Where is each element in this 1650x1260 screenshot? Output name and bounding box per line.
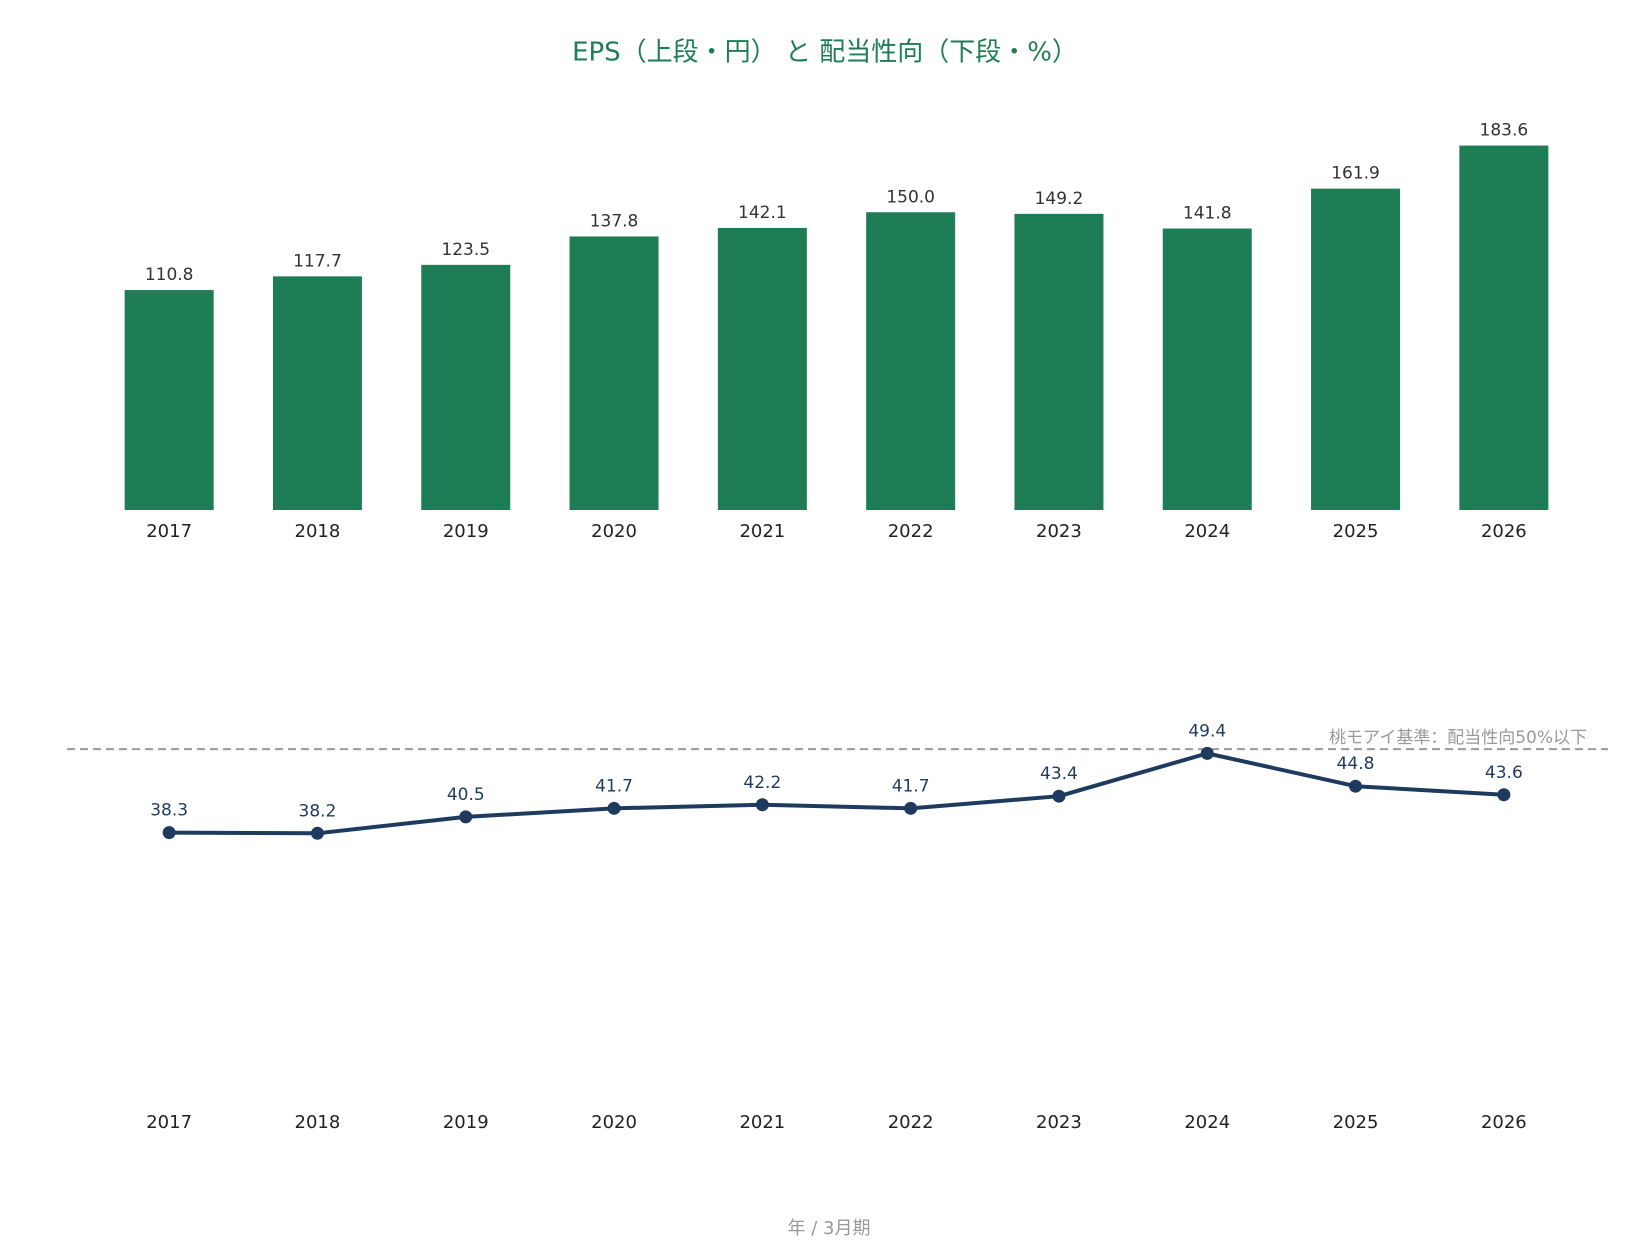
point <box>904 801 918 815</box>
x-tick-label: 2019 <box>443 521 489 542</box>
reference-label: 桃モアイ基準：配当性向50%以下 <box>1329 728 1587 748</box>
value-label: 40.5 <box>447 785 485 805</box>
value-label: 183.6 <box>1480 121 1529 141</box>
x-tick-label: 2024 <box>1184 521 1230 542</box>
value-label: 49.4 <box>1188 721 1226 741</box>
value-label: 149.2 <box>1035 189 1084 209</box>
x-tick-label: 2020 <box>591 1112 637 1133</box>
x-tick-label: 2023 <box>1036 521 1082 542</box>
value-label: 41.7 <box>892 776 930 796</box>
x-tick-label: 2025 <box>1333 1112 1379 1133</box>
point <box>310 826 324 840</box>
value-label: 123.5 <box>441 240 490 260</box>
bar <box>1162 228 1252 511</box>
x-tick-label: 2022 <box>888 1112 934 1133</box>
point <box>1497 788 1511 802</box>
point <box>162 826 176 840</box>
point <box>607 801 621 815</box>
value-label: 150.0 <box>886 187 935 207</box>
value-label: 43.6 <box>1485 763 1523 783</box>
x-tick-label: 2025 <box>1333 521 1379 542</box>
bar <box>421 264 511 510</box>
value-label: 141.8 <box>1183 204 1232 224</box>
point <box>1200 746 1214 760</box>
bar <box>272 276 362 510</box>
x-axis-label: 年 / 3月期 <box>788 1218 871 1239</box>
x-tick-label: 2024 <box>1184 1112 1230 1133</box>
value-label: 117.7 <box>293 251 342 271</box>
bar <box>1014 213 1104 510</box>
value-label: 42.2 <box>743 773 781 793</box>
x-tick-label: 2023 <box>1036 1112 1082 1133</box>
bar <box>569 236 659 511</box>
x-tick-label: 2022 <box>888 521 934 542</box>
value-label: 137.8 <box>590 211 639 231</box>
point <box>1349 779 1363 793</box>
line <box>169 751 1504 836</box>
x-tick-label: 2019 <box>443 1112 489 1133</box>
x-tick-label: 2017 <box>146 1112 192 1133</box>
bar <box>124 290 214 510</box>
value-label: 142.1 <box>738 203 787 223</box>
x-tick-label: 2018 <box>295 521 341 542</box>
value-label: 38.3 <box>150 801 188 821</box>
point <box>1052 789 1066 803</box>
bar <box>866 212 956 510</box>
value-label: 161.9 <box>1331 164 1380 184</box>
x-tick-label: 2026 <box>1481 521 1527 542</box>
x-tick-label: 2026 <box>1481 1112 1527 1133</box>
value-label: 110.8 <box>145 265 194 285</box>
bar <box>1459 145 1549 510</box>
chart-title: EPS（上段・円） と 配当性向（下段・%） <box>572 38 1078 68</box>
value-label: 41.7 <box>595 776 633 796</box>
bar <box>1311 188 1401 511</box>
value-label: 38.2 <box>299 801 337 821</box>
x-tick-label: 2017 <box>146 521 192 542</box>
bar <box>717 227 807 510</box>
x-tick-label: 2021 <box>739 521 785 542</box>
x-tick-label: 2020 <box>591 521 637 542</box>
x-tick-label: 2018 <box>295 1112 341 1133</box>
value-label: 44.8 <box>1337 754 1375 774</box>
point <box>755 798 769 812</box>
value-label: 43.4 <box>1040 764 1078 784</box>
point <box>459 810 473 824</box>
x-tick-label: 2021 <box>739 1112 785 1133</box>
